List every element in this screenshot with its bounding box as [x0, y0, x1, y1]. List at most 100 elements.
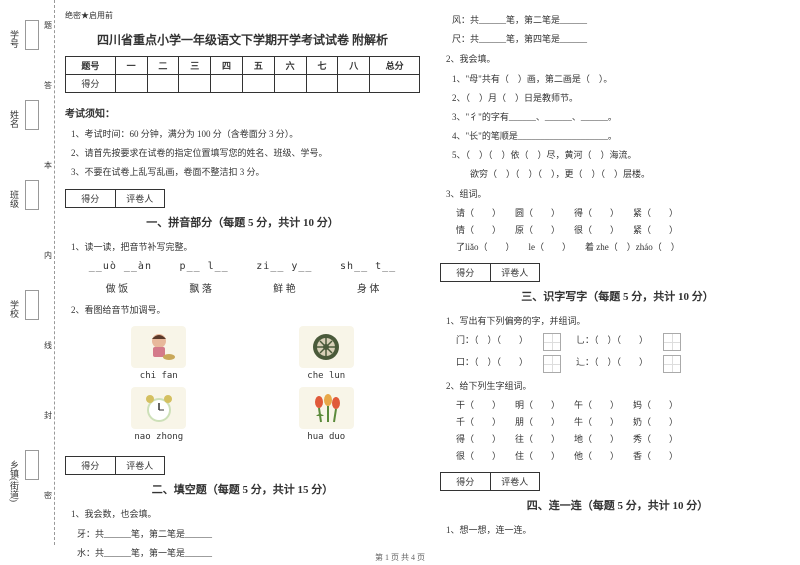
- hanzi-box: [663, 333, 681, 351]
- bind-box: [25, 450, 39, 480]
- bind-box: [25, 290, 39, 320]
- question: 1、读一读，把音节补写完整。: [71, 240, 420, 253]
- hanzi-box: [543, 355, 561, 373]
- th: 一: [115, 57, 147, 75]
- section-heading: 三、识字写字（每题 5 分，共计 10 分）: [440, 288, 795, 304]
- fill-line: 1、"母"共有（ ）画，第二画是（ ）。: [452, 72, 795, 85]
- word: 鲜 艳: [273, 280, 296, 295]
- bind-label: 乡镇(街道): [8, 460, 21, 502]
- group-row: 得（ ） 往（ ） 地（ ） 秀（ ）: [456, 432, 795, 445]
- image-label: chi fan: [140, 371, 178, 381]
- gi: 明（ ）: [515, 398, 560, 411]
- pinyin: p__ l__: [180, 261, 229, 272]
- gi: 很（ ）: [456, 449, 501, 462]
- fill-line: 尺：共______笔，第四笔是______: [452, 32, 795, 45]
- gi: le（ ）: [529, 240, 572, 253]
- binding-margin: 学号 姓名 班级 学校 乡镇(街道) 题 答 本 内 线 封 密: [0, 0, 55, 545]
- question: 1、我会数，也会填。: [71, 507, 420, 520]
- question: 2、我会填。: [446, 52, 795, 65]
- word: 身 体: [357, 280, 380, 295]
- gi: 紧（ ）: [633, 223, 678, 236]
- gi: 住（ ）: [515, 449, 560, 462]
- gi: 午（ ）: [574, 398, 619, 411]
- gi: 辶：（ ）（ ）: [576, 355, 648, 373]
- question: 1、写出有下列偏旁的字，并组词。: [446, 314, 795, 327]
- word: 飘 落: [189, 280, 212, 295]
- bind-box: [25, 20, 39, 50]
- scorebox-b: 评卷人: [491, 473, 540, 490]
- pinyin: __uò __àn: [89, 261, 152, 272]
- th: 题号: [66, 57, 116, 75]
- th: 二: [147, 57, 179, 75]
- hint: 本: [44, 160, 52, 171]
- page-footer: 第 1 页 共 4 页: [0, 552, 800, 563]
- group-row: 情（ ） 原（ ） 很（ ） 紧（ ）: [456, 223, 795, 236]
- fill-line: 牙：共______笔，第二笔是______: [77, 527, 420, 540]
- gi: 秀（ ）: [633, 432, 678, 445]
- gi: 地（ ）: [574, 432, 619, 445]
- question: 2、看图给音节加调号。: [71, 303, 420, 316]
- gi: 千（ ）: [456, 415, 501, 428]
- gi: 得（ ）: [456, 432, 501, 445]
- word: 做 饭: [106, 280, 129, 295]
- page-title: 四川省重点小学一年级语文下学期开学考试试卷 附解析: [65, 31, 420, 48]
- hint: 题: [44, 20, 52, 31]
- gi: 了liǎo（ ）: [456, 240, 515, 253]
- score-header-row: 题号 一 二 三 四 五 六 七 八 总分: [66, 57, 420, 75]
- gi: 妈（ ）: [633, 398, 678, 411]
- gi: 原（ ）: [515, 223, 560, 236]
- left-column: 绝密★启用前 四川省重点小学一年级语文下学期开学考试试卷 附解析 题号 一 二 …: [65, 10, 420, 540]
- group-row: 干（ ） 明（ ） 午（ ） 妈（ ）: [456, 398, 795, 411]
- question: 3、组词。: [446, 187, 795, 200]
- scorebox-b: 评卷人: [116, 457, 165, 474]
- mini-score-box: 得分 评卷人: [440, 472, 540, 491]
- td: 得分: [66, 75, 116, 93]
- question: 2、给下列生字组词。: [446, 379, 795, 392]
- gi: 紧（ ）: [633, 206, 678, 219]
- scorebox-a: 得分: [441, 473, 491, 490]
- section-heading: 四、连一连（每题 5 分，共计 10 分）: [440, 497, 795, 513]
- th: 五: [242, 57, 274, 75]
- score-value-row: 得分: [66, 75, 420, 93]
- image-label: nao zhong: [134, 432, 183, 442]
- gi: 情（ ）: [456, 223, 501, 236]
- gi: 香（ ）: [633, 449, 678, 462]
- scorebox-b: 评卷人: [116, 190, 165, 207]
- fill-line: 5、（ ）（ ）依（ ）尽，黄河（ ）海流。: [452, 148, 795, 161]
- image-cell: chi fan: [85, 326, 233, 381]
- hint: 答: [44, 80, 52, 91]
- th: 六: [274, 57, 306, 75]
- fill-line: 2、（ ）月（ ）日是教师节。: [452, 91, 795, 104]
- gi: 干（ ）: [456, 398, 501, 411]
- right-column: 风：共______笔，第二笔是______ 尺：共______笔，第四笔是___…: [440, 10, 795, 540]
- secret-label: 绝密★启用前: [65, 10, 420, 21]
- hint: 内: [44, 250, 52, 261]
- group-row: 千（ ） 朋（ ） 牛（ ） 奶（ ）: [456, 415, 795, 428]
- gi: 请（ ）: [456, 206, 501, 219]
- group-row: 很（ ） 住（ ） 他（ ） 香（ ）: [456, 449, 795, 462]
- section-heading: 二、填空题（每题 5 分，共计 15 分）: [65, 481, 420, 497]
- gi: 他（ ）: [574, 449, 619, 462]
- bind-label: 班级: [8, 190, 21, 208]
- group-row: 请（ ） 圆（ ） 得（ ） 紧（ ）: [456, 206, 795, 219]
- th: 四: [211, 57, 243, 75]
- notice-item: 2、请首先按要求在试卷的指定位置填写您的姓名、班级、学号。: [71, 146, 420, 159]
- hint: 密: [44, 490, 52, 501]
- image-cell: che lun: [253, 326, 401, 381]
- scorebox-a: 得分: [441, 264, 491, 281]
- fill-line: 3、"彳"的字有______、______、______。: [452, 110, 795, 123]
- bind-box: [25, 100, 39, 130]
- hanzi-box: [663, 355, 681, 373]
- notice-heading: 考试须知：: [65, 105, 420, 120]
- hanzi-row: 口：（ ）（ ） 辶：（ ）（ ）: [456, 355, 795, 373]
- th: 七: [306, 57, 338, 75]
- fill-line: 风：共______笔，第二笔是______: [452, 13, 795, 26]
- gi: 朋（ ）: [515, 415, 560, 428]
- hint: 封: [44, 410, 52, 421]
- bind-label: 姓名: [8, 110, 21, 128]
- scorebox-a: 得分: [66, 190, 116, 207]
- notice-item: 3、不要在试卷上乱写乱画，卷面不整洁扣 3 分。: [71, 165, 420, 178]
- gi: 往（ ）: [515, 432, 560, 445]
- section-heading: 一、拼音部分（每题 5 分，共计 10 分）: [65, 214, 420, 230]
- mini-score-box: 得分 评卷人: [65, 189, 165, 208]
